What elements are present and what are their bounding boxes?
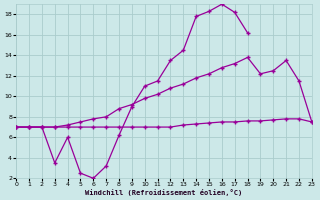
X-axis label: Windchill (Refroidissement éolien,°C): Windchill (Refroidissement éolien,°C) (85, 189, 243, 196)
